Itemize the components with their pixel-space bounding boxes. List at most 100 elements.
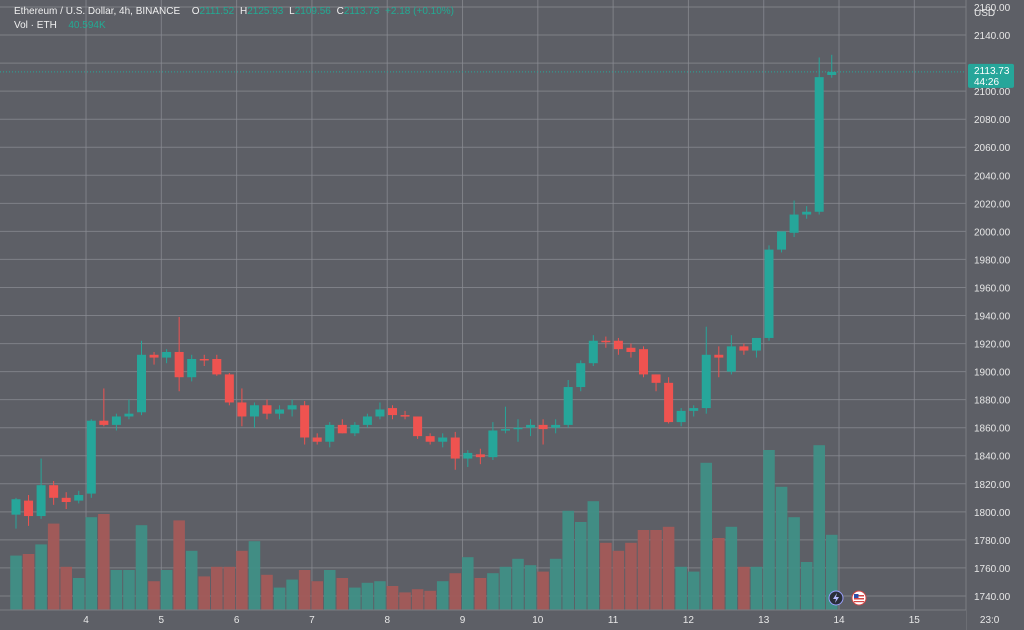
- candle-body: [137, 354, 146, 413]
- price-scale-panel: [966, 0, 1024, 630]
- volume-bar: [449, 573, 462, 610]
- volume-bar: [85, 517, 98, 610]
- candle-body: [413, 416, 423, 437]
- candle-body: [789, 214, 799, 233]
- price-tick-label: 2160.00: [974, 3, 1011, 14]
- price-tick-label: 1980.00: [974, 255, 1011, 266]
- volume-bar: [173, 520, 185, 610]
- volume-bar: [223, 566, 236, 610]
- candle-body: [701, 354, 711, 409]
- candle-body: [751, 337, 761, 351]
- volume-bar: [474, 578, 487, 610]
- volume-bar: [612, 550, 625, 610]
- candle-body: [626, 347, 636, 352]
- candle-body: [450, 437, 460, 459]
- volume-bar: [323, 570, 336, 610]
- volume-bar: [537, 571, 549, 610]
- price-tick-label: 2040.00: [974, 171, 1011, 182]
- candle-body: [613, 340, 623, 350]
- volume-bars: [10, 445, 838, 610]
- candle-body: [588, 340, 598, 364]
- volume-bar: [800, 562, 813, 610]
- candles: [11, 54, 837, 529]
- lightning-icon[interactable]: [828, 590, 844, 606]
- currency-label: USD: [974, 8, 995, 19]
- open-label: O: [191, 6, 200, 17]
- volume-bar: [185, 550, 198, 610]
- close-value: 2113.73: [343, 6, 380, 17]
- candle-body: [777, 231, 787, 250]
- price-tick-label: 1820.00: [974, 480, 1011, 491]
- candle-body: [388, 408, 397, 416]
- time-tick-label: 4: [83, 615, 89, 626]
- candle-body: [249, 405, 259, 417]
- volume-bar: [512, 558, 524, 610]
- price-tick-label: 1840.00: [974, 452, 1011, 463]
- candle-body: [74, 495, 84, 501]
- price-tick-label: 2000.00: [974, 227, 1011, 238]
- candle-body: [576, 363, 586, 388]
- volume-bar: [211, 566, 223, 610]
- us-flag-icon[interactable]: [851, 590, 867, 606]
- candle-body: [802, 211, 812, 215]
- volume-bar: [336, 578, 349, 610]
- candle-body: [162, 351, 172, 358]
- volume-bar: [374, 581, 386, 610]
- volume-bar: [687, 571, 700, 610]
- candle-body: [714, 354, 724, 358]
- candle-body: [275, 409, 285, 414]
- price-tick-label: 1760.00: [974, 564, 1011, 575]
- candle-body: [551, 424, 561, 428]
- volume-legend[interactable]: Vol · ETH 40.594K: [14, 20, 109, 31]
- low-label: L: [289, 6, 295, 17]
- time-tick-label: 23:0: [980, 615, 1000, 626]
- candle-body: [676, 410, 686, 423]
- candle-body: [111, 416, 121, 425]
- candle-body: [174, 351, 184, 378]
- candle-body: [513, 427, 523, 430]
- candle-body: [287, 405, 297, 410]
- volume-bar: [775, 486, 788, 610]
- volume-bar: [198, 576, 211, 610]
- candle-body: [300, 405, 310, 438]
- candle-body: [237, 402, 247, 417]
- candle-body: [312, 437, 322, 442]
- price-tick-label: 2080.00: [974, 115, 1011, 126]
- price-tick-label: 1780.00: [974, 536, 1011, 547]
- candle-body: [262, 405, 272, 414]
- symbol-legend[interactable]: Ethereum / U.S. Dollar, 4h, BINANCE O211…: [14, 6, 467, 17]
- price-tick-label: 1740.00: [974, 592, 1011, 603]
- candle-body: [325, 424, 335, 442]
- price-tick-label: 2100.00: [974, 87, 1011, 98]
- candle-body: [664, 382, 674, 423]
- volume-bar: [386, 586, 399, 610]
- volume-bar: [361, 582, 374, 610]
- volume-bar: [135, 525, 148, 610]
- high-label: H: [239, 6, 248, 17]
- time-tick-label: 14: [833, 615, 845, 626]
- time-axis-labels: 4 5 6 7 8 9 10 11 12 13 14 15 23:0: [83, 615, 1000, 626]
- time-tick-label: 13: [758, 615, 770, 626]
- volume-bar: [750, 566, 763, 610]
- volume-bar: [261, 574, 273, 610]
- price-tick-label: 2020.00: [974, 199, 1011, 210]
- grid-lines: [0, 0, 991, 610]
- last-price-tag[interactable]: 2113.73 44:26: [968, 63, 1014, 88]
- candle-body: [601, 340, 611, 343]
- volume-bar: [22, 554, 35, 610]
- candle-body: [24, 500, 34, 517]
- time-tick-label: 10: [532, 615, 544, 626]
- candle-body: [739, 346, 749, 351]
- high-value: 2125.93: [247, 6, 284, 17]
- volume-bar: [286, 579, 298, 610]
- volume-bar: [47, 523, 60, 610]
- volume-bar: [713, 538, 725, 610]
- volume-bar: [60, 566, 72, 610]
- candle-body: [400, 415, 410, 417]
- volume-bar: [399, 592, 411, 610]
- volume-bar: [524, 565, 537, 610]
- volume-bar: [35, 544, 47, 610]
- volume-bar: [600, 542, 612, 610]
